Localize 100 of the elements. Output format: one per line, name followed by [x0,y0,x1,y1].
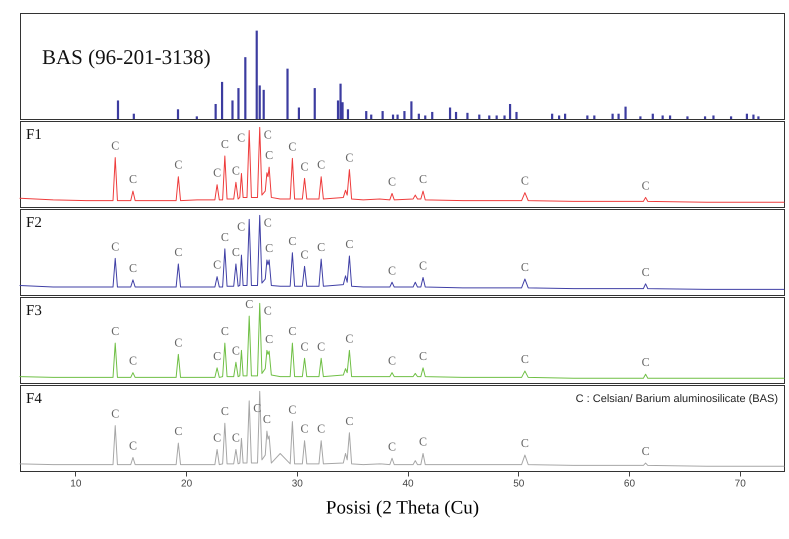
annotation: C [345,236,354,251]
annotation: C [111,138,120,153]
annotation: C [419,348,428,363]
bar [424,115,426,119]
bar [564,114,566,119]
annotation: C [288,402,296,417]
bar [503,115,506,119]
chart-title: F3 [26,303,42,319]
annotation: C [213,166,222,180]
annotation: C [345,331,354,346]
bar [314,88,316,119]
bar [286,68,289,119]
annotation: C [317,339,326,354]
bar [624,106,627,119]
annotation: C [264,215,272,230]
bar [396,114,399,119]
annotation: C [317,240,326,254]
annotation: C [174,158,182,172]
annotation: C [388,354,396,368]
annotation: C [520,436,529,450]
annotation: C [300,159,309,174]
x-tick-label: 40 [402,478,414,490]
bar [752,114,755,119]
annotation: C [419,172,428,186]
annotation: C [213,348,222,363]
annotation: C [288,234,296,248]
annotation: C [232,163,240,178]
bar [431,112,434,119]
bar [551,114,554,119]
annotation: C [300,247,309,262]
bar [448,108,452,119]
chart-title: F2 [26,215,42,231]
annotation: C [174,244,182,259]
x-tick-label: 50 [513,478,525,490]
bar [132,114,135,119]
bar [410,101,413,119]
chart-title: F4 [26,391,42,407]
bar [454,112,458,119]
bar [237,88,240,119]
bar [298,108,300,119]
annotation: C [288,139,296,154]
annotation: C [264,127,272,142]
annotation: C [288,324,296,338]
bar [668,115,672,119]
annotation: C [520,174,529,188]
annotation: C [128,438,137,452]
annotation: C [128,172,137,186]
annotation: C : Celsian/ Barium aluminosilicate (BAS) [576,393,778,405]
annotation: C [232,343,240,358]
annotation: C [232,244,240,259]
annotation: C [419,434,428,448]
annotation: C [265,240,274,255]
bar [617,114,620,119]
annotation: C [245,297,254,312]
annotation: C [128,260,137,275]
bar [418,114,420,119]
bar [231,100,234,119]
annotation: C [232,430,240,444]
bar [612,114,614,119]
annotation: C [388,263,396,278]
annotation: C [111,406,120,421]
x-tick-label: 70 [734,478,746,490]
bar [593,115,596,119]
bar [370,114,372,119]
annotation: C [317,422,326,436]
bar [712,115,715,119]
annotation: C [388,439,396,454]
x-tick-label: 60 [624,478,636,490]
annotation: C [642,264,650,279]
annotation: C [237,130,246,145]
x-tick-label: 30 [292,478,304,490]
annotation: C [265,332,274,346]
bar [488,115,490,119]
annotation: C [174,335,182,350]
bar [652,114,654,119]
bar [339,84,342,119]
annotation: C [213,430,222,444]
bar [558,115,560,119]
bar [220,82,224,119]
annotation: C [220,404,229,418]
annotation: C [345,150,354,165]
annotation: C [300,422,309,436]
chart-title: F1 [26,127,42,143]
annotation: C [220,324,229,338]
annotation: C [220,230,229,244]
annotation: C [128,354,137,368]
bar [244,57,246,119]
annotation: C [213,258,222,272]
bar [382,111,384,119]
annotation: C [174,424,182,438]
annotation: C [111,324,120,338]
annotation: C [520,260,529,274]
annotation: C [262,412,271,426]
annotation: C [300,339,309,354]
bar [392,114,394,119]
bar [746,114,748,119]
x-axis-title: Posisi (2 Theta (Cu) [326,498,480,518]
bar [403,111,406,119]
bar [508,104,512,119]
annotation: C [265,148,274,162]
